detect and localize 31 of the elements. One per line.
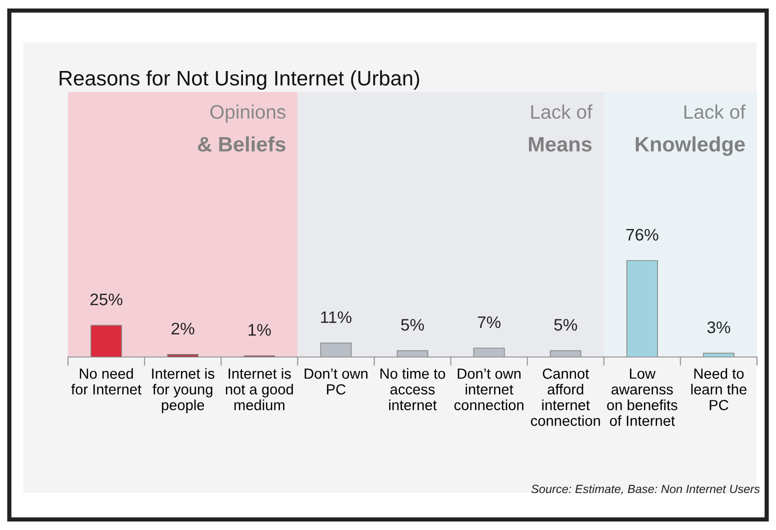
x-tick-label: Internet is not a good medium <box>226 368 293 410</box>
x-tick-label: Don’t own PC <box>304 368 368 395</box>
bar <box>167 354 199 357</box>
band-label: Lack of Knowledge <box>636 104 746 156</box>
data-label: 5% <box>554 318 578 331</box>
x-tick-label: Low awarenss on benefits of Internet <box>607 368 678 426</box>
source-note: Source: Estimate, Base: Non Internet Users <box>531 484 760 495</box>
bar <box>550 350 582 357</box>
data-label: 7% <box>478 316 501 328</box>
bar <box>626 260 658 357</box>
data-label: 2% <box>172 322 194 334</box>
data-label: 11% <box>321 311 352 324</box>
x-tick-label: No need for Internet <box>71 368 142 395</box>
x-tick-label: Internet is for young people <box>152 368 214 414</box>
bar <box>90 324 122 357</box>
x-tick-label: Need to learn the PC <box>691 368 746 410</box>
bar <box>396 350 428 357</box>
band-label: Lack of Means <box>528 104 592 152</box>
x-tick-label: No time to access internet <box>380 368 446 410</box>
data-label: 76% <box>626 228 658 241</box>
chart-title: Reasons for Not Using Internet (Urban) <box>60 70 420 90</box>
x-tick-label: Cannot afford internet connection <box>530 368 600 426</box>
data-label: 1% <box>248 324 271 336</box>
band-label: Opinions & Beliefs <box>198 104 286 152</box>
bar <box>702 352 734 357</box>
data-label: 5% <box>401 318 424 331</box>
data-label: 25% <box>90 294 122 306</box>
data-label: 3% <box>707 321 730 334</box>
bar <box>320 342 352 357</box>
x-tick-label: Don’t own internet connection <box>454 368 524 410</box>
bar <box>473 348 505 357</box>
